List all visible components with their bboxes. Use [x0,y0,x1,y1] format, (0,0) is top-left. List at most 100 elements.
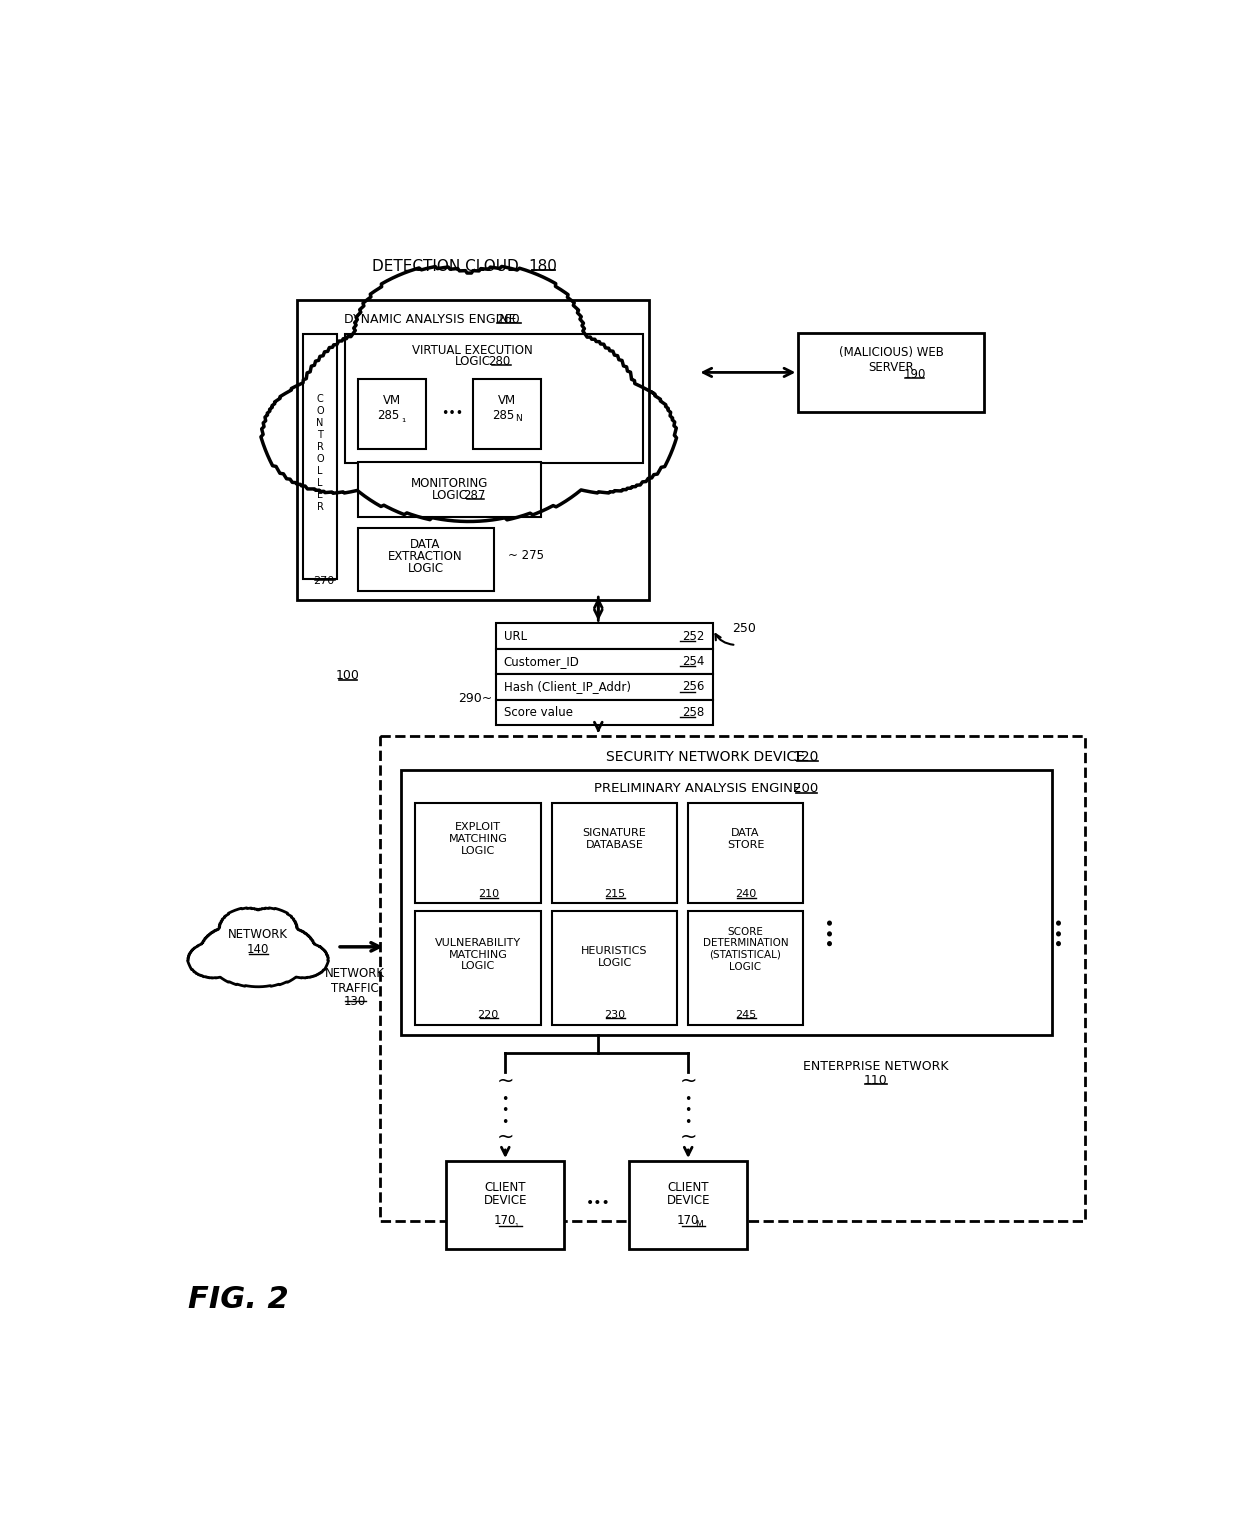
FancyBboxPatch shape [799,332,985,412]
Ellipse shape [298,326,490,490]
Text: M: M [696,1220,703,1229]
Text: 254: 254 [682,656,704,668]
Text: ₁: ₁ [402,413,405,424]
Text: LOGIC: LOGIC [432,490,467,502]
Text: 100: 100 [335,669,360,682]
Text: 110: 110 [864,1074,888,1086]
Text: 240: 240 [735,889,756,900]
Ellipse shape [216,917,300,978]
Text: CLIENT: CLIENT [485,1182,526,1194]
Text: C
O
N
T
R
O
L
L
E
R: C O N T R O L L E R [316,393,324,511]
Ellipse shape [417,267,585,410]
Text: •: • [502,1104,508,1118]
Text: 280: 280 [489,355,510,368]
Text: •••: ••• [587,1196,610,1211]
Text: 210: 210 [477,889,498,900]
FancyBboxPatch shape [446,1161,564,1249]
Text: 285: 285 [377,409,399,422]
Ellipse shape [343,296,595,490]
Ellipse shape [352,267,522,410]
Text: 260: 260 [496,313,521,326]
Text: DATA: DATA [410,538,440,552]
Text: 250: 250 [733,622,756,634]
Text: ~: ~ [680,1071,697,1090]
FancyBboxPatch shape [472,378,541,450]
Text: •: • [684,1116,692,1128]
Text: 170: 170 [677,1214,699,1228]
Text: •••: ••• [1049,913,1066,945]
FancyBboxPatch shape [358,378,427,450]
Text: NETWORK
TRAFFIC: NETWORK TRAFFIC [325,967,384,994]
Text: 258: 258 [682,706,704,718]
Ellipse shape [526,377,677,494]
Text: FIG. 2: FIG. 2 [188,1286,289,1315]
FancyBboxPatch shape [358,462,541,517]
Text: N: N [515,415,522,422]
FancyBboxPatch shape [552,910,677,1025]
Text: 140: 140 [247,944,269,956]
Text: VULNERABILITY
MATCHING
LOGIC: VULNERABILITY MATCHING LOGIC [435,938,521,971]
Text: ~: ~ [496,1071,515,1090]
FancyBboxPatch shape [345,334,644,464]
FancyBboxPatch shape [358,528,494,592]
Text: ~: ~ [496,1127,515,1147]
Text: 270: 270 [314,576,335,586]
Ellipse shape [350,425,588,523]
Text: EXPLOIT
MATCHING
LOGIC: EXPLOIT MATCHING LOGIC [449,822,507,856]
Text: 290~: 290~ [458,692,492,706]
Ellipse shape [241,907,298,952]
Text: SIGNATURE
DATABASE: SIGNATURE DATABASE [583,828,646,849]
FancyBboxPatch shape [688,910,804,1025]
Text: 256: 256 [682,680,704,694]
Text: DYNAMIC ANALYSIS ENGINE: DYNAMIC ANALYSIS ENGINE [343,313,516,326]
Text: 230: 230 [604,1010,625,1020]
FancyBboxPatch shape [496,674,713,700]
Text: 285: 285 [492,409,515,422]
Text: 200: 200 [794,782,818,796]
Ellipse shape [218,958,299,987]
Text: MONITORING: MONITORING [410,477,489,490]
FancyBboxPatch shape [688,802,804,903]
Text: VM: VM [383,395,402,407]
Text: DEVICE: DEVICE [484,1194,527,1208]
Ellipse shape [449,326,640,490]
Text: •: • [684,1093,692,1106]
FancyBboxPatch shape [379,737,1085,1222]
Text: Hash (Client_IP_Addr): Hash (Client_IP_Addr) [503,680,631,694]
FancyBboxPatch shape [415,802,541,903]
Text: 245: 245 [735,1010,756,1020]
Text: Customer_ID: Customer_ID [503,656,579,668]
Text: DATA
STORE: DATA STORE [727,828,764,849]
Text: •: • [502,1116,508,1128]
Text: 130: 130 [343,996,366,1008]
Ellipse shape [278,942,329,978]
Text: SCORE
DETERMINATION
(STATISTICAL)
LOGIC: SCORE DETERMINATION (STATISTICAL) LOGIC [703,927,789,971]
FancyBboxPatch shape [496,648,713,674]
Text: ~ 275: ~ 275 [507,549,543,563]
FancyBboxPatch shape [303,334,337,580]
Text: ₁: ₁ [515,1218,518,1229]
Text: ~: ~ [680,1127,697,1147]
Text: PRELIMINARY ANALYSIS ENGINE: PRELIMINARY ANALYSIS ENGINE [594,782,801,796]
Text: NETWORK: NETWORK [228,929,288,941]
Text: EXTRACTION: EXTRACTION [388,551,463,563]
Text: HEURISTICS
LOGIC: HEURISTICS LOGIC [582,946,647,968]
FancyBboxPatch shape [415,910,541,1025]
Text: SECURITY NETWORK DEVICE: SECURITY NETWORK DEVICE [606,750,805,764]
Text: 252: 252 [682,630,704,642]
Text: Score value: Score value [503,706,573,718]
Ellipse shape [200,926,265,978]
FancyBboxPatch shape [496,624,713,648]
Text: •••: ••• [440,407,463,421]
Ellipse shape [187,942,238,978]
FancyBboxPatch shape [402,770,1053,1035]
Text: 180: 180 [528,259,557,273]
Text: 170: 170 [494,1214,517,1228]
Text: •: • [502,1093,508,1106]
Text: VM: VM [497,395,516,407]
FancyBboxPatch shape [629,1161,746,1249]
Text: •••: ••• [820,913,838,945]
Text: LOGIC: LOGIC [455,355,491,368]
Text: •: • [684,1104,692,1118]
Text: LOGIC: LOGIC [408,561,444,575]
